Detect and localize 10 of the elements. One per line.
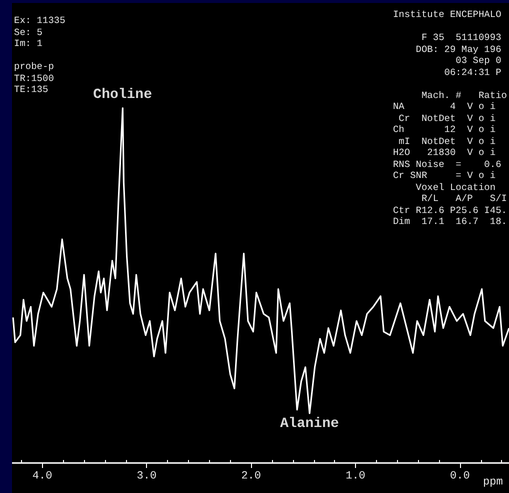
x-tick-label: 1.0 <box>346 470 366 482</box>
x-tick-label: 2.0 <box>241 470 262 482</box>
x-tick-label: 3.0 <box>136 470 157 482</box>
x-tick-label: 4.0 <box>32 470 52 482</box>
x-tick-label: 0.0 <box>450 470 470 482</box>
text: Institute ENCEPHALO F 35 51110993 DOB: 29 May 196 03 Sep 0 06:24:31 P Mach. # Ratio NA 4 V o i Cr NotDet V o i Ch 12 V o i mI NotDet V o i H2O 21830 V o i RNS Noise = 0.6 Cr SNR = V o i Voxel Location R/L A/P S/I Ctr R12.6 P25.6 I45. Dim 17.1 16.7 18. <box>392 9 507 227</box>
text: Ex: 11335 Se: 5 Im: 1 probe-p TR:1500 TE:135 <box>14 15 66 95</box>
annotation: Choline <box>93 87 152 103</box>
x-axis-title: ppm <box>483 476 504 488</box>
annotation: Alanine <box>280 416 339 432</box>
